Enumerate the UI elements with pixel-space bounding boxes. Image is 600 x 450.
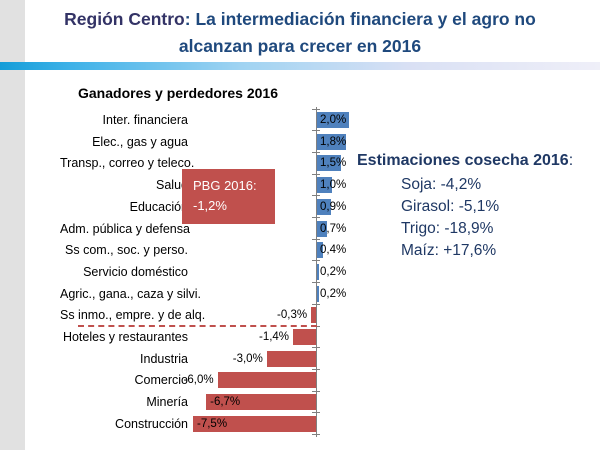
axis-tick [312, 347, 320, 349]
value-label: 0,2% [320, 287, 347, 300]
harvest-estimates-heading-colon: : [568, 152, 574, 169]
value-label: -3,0% [232, 352, 263, 365]
harvest-estimates-list: Soja: -4,2% Girasol: -5,1% Trigo: -18,9%… [401, 174, 587, 262]
axis-tick [312, 217, 320, 218]
value-label: 0,7% [320, 222, 347, 235]
pbg-annotation-box: PBG 2016: -1,2% [182, 169, 275, 224]
category-label: Ss inmo., empre. y de alq. [60, 308, 206, 323]
category-label: Inter. financiera [102, 113, 188, 127]
value-bar [311, 307, 316, 324]
axis-tick [312, 151, 320, 153]
estimate-item-trigo: Trigo: -18,9% [401, 220, 494, 237]
category-label: Minería [146, 395, 188, 410]
value-bar [266, 350, 316, 367]
estimate-item-girasol: Girasol: -5,1% [401, 198, 500, 215]
harvest-estimates-heading: Estimaciones cosecha 2016: [357, 152, 587, 170]
zero-axis-line [316, 107, 317, 437]
axis-tick [312, 130, 320, 132]
pbg-threshold-dashed-line [78, 325, 317, 327]
category-label: Industria [140, 351, 188, 366]
value-bar [316, 263, 320, 280]
value-bar [316, 112, 349, 128]
harvest-estimates-block: Estimaciones cosecha 2016: Soja: -4,2% G… [357, 152, 587, 262]
axis-tick [312, 434, 320, 435]
category-label: Transp., correo y teleco. [60, 156, 195, 171]
estimate-item-maiz: Maíz: +17,6% [401, 242, 497, 259]
value-bar [316, 155, 341, 172]
axis-tick [312, 173, 320, 175]
value-label: -6,7% [210, 396, 241, 409]
value-label: 1,0% [320, 179, 347, 192]
chart-title: Ganadores y perdedores 2016 [78, 85, 278, 101]
value-bar [193, 415, 316, 432]
category-label: Agric., gana., caza y silvi. [60, 286, 202, 301]
axis-tick [312, 368, 320, 370]
category-label: Construcción [115, 416, 188, 431]
category-label: Educación [129, 199, 188, 214]
category-label: Comercio [134, 373, 189, 388]
axis-tick [312, 390, 320, 392]
value-bar [316, 285, 320, 302]
value-bar [316, 242, 323, 259]
value-bar [316, 177, 333, 194]
axis-tick [312, 282, 320, 284]
value-label: 1,8% [320, 135, 347, 148]
value-bar [316, 198, 331, 215]
harvest-estimates-heading-text: Estimaciones cosecha 2016 [357, 152, 569, 169]
category-label: Salud [156, 178, 188, 193]
category-label: Hoteles y restaurantes [62, 330, 188, 344]
accent-divider [0, 62, 600, 70]
value-label: -1,4% [258, 331, 290, 343]
axis-tick [312, 412, 320, 414]
title-emphasis: Región Centro [64, 9, 185, 29]
title-rest: La intermediación financiera y el agro n… [178, 9, 536, 56]
axis-tick [312, 238, 320, 240]
value-bar [217, 372, 316, 389]
category-label: Adm. pública y defensa [60, 221, 190, 236]
value-label: 0,9% [320, 200, 347, 213]
value-label: -6,0% [183, 374, 214, 387]
axis-tick [312, 108, 320, 110]
bar-chart: Ganadores y perdedores 2016 Inter. finan… [60, 85, 380, 445]
value-label: -0,3% [277, 309, 308, 322]
category-label: Servicio doméstico [83, 264, 188, 279]
value-bar [316, 133, 346, 150]
value-label: 1,5% [320, 157, 347, 170]
value-label: 2,0% [320, 114, 347, 126]
value-label: 0,2% [320, 265, 347, 278]
slide-title: Región Centro: La intermediación financi… [28, 6, 572, 60]
title-separator: : [184, 9, 196, 29]
value-bar [316, 220, 328, 237]
value-label: 0,4% [320, 244, 347, 257]
pbg-annotation-label: PBG 2016: [193, 178, 257, 193]
estimate-item-soja: Soja: -4,2% [401, 176, 482, 193]
axis-tick [312, 260, 320, 262]
value-bar [293, 329, 316, 345]
category-label: Elec., gas y agua [92, 134, 188, 149]
left-margin-band [0, 0, 25, 450]
axis-tick [312, 195, 320, 197]
pbg-annotation-value: -1,2% [193, 198, 227, 213]
value-bar [206, 394, 316, 411]
value-label: -7,5% [197, 417, 228, 430]
category-label: Ss com., soc. y perso. [65, 243, 188, 258]
axis-tick [312, 303, 320, 305]
